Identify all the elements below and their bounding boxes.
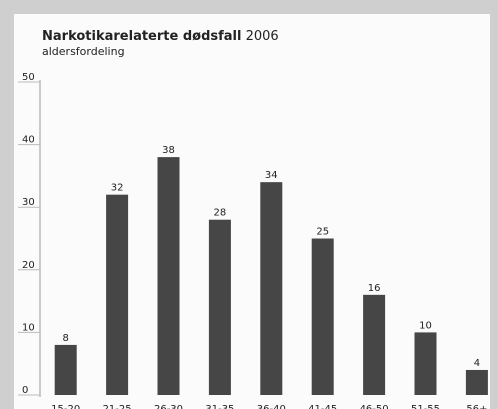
bar — [414, 332, 437, 395]
value-label: 34 — [265, 170, 278, 181]
x-tick-label: 15-20 — [51, 404, 80, 409]
bar — [260, 182, 283, 395]
x-tick-label: 46-50 — [360, 404, 389, 409]
bar — [363, 294, 386, 395]
bar — [106, 194, 129, 395]
x-tick-label: 51-55 — [411, 404, 440, 409]
y-tick-label: 20 — [22, 260, 35, 271]
x-tick-label: 41-45 — [308, 404, 337, 409]
x-tick-label: 26-30 — [154, 404, 183, 409]
bar — [465, 369, 488, 395]
value-label: 4 — [474, 358, 480, 369]
x-tick-label: 56+ — [466, 404, 487, 409]
y-tick-label: 50 — [22, 72, 35, 83]
title-main: Narkotikarelaterte dødsfall — [42, 29, 241, 44]
y-tick-label: 0 — [22, 385, 28, 396]
value-label: 8 — [63, 333, 69, 344]
chart-title: Narkotikarelaterte dødsfall 2006 — [42, 29, 279, 44]
value-label: 25 — [316, 227, 329, 238]
bar — [208, 219, 231, 395]
value-label: 16 — [368, 283, 381, 294]
chart-subtitle: aldersfordeling — [42, 45, 125, 58]
y-tick-label: 10 — [22, 322, 35, 333]
value-label: 10 — [419, 320, 432, 331]
title-year: 2006 — [246, 29, 279, 44]
value-label: 38 — [162, 145, 175, 156]
bar — [311, 238, 334, 395]
y-tick-label: 40 — [22, 135, 35, 146]
x-tick-label: 31-35 — [205, 404, 234, 409]
x-tick-label: 36-40 — [257, 404, 286, 409]
bar — [54, 344, 77, 395]
panel — [14, 14, 490, 409]
bar — [157, 157, 180, 395]
x-tick-label: 21-25 — [103, 404, 132, 409]
value-label: 28 — [214, 208, 227, 219]
value-label: 32 — [111, 183, 124, 194]
y-tick-label: 30 — [22, 197, 35, 208]
